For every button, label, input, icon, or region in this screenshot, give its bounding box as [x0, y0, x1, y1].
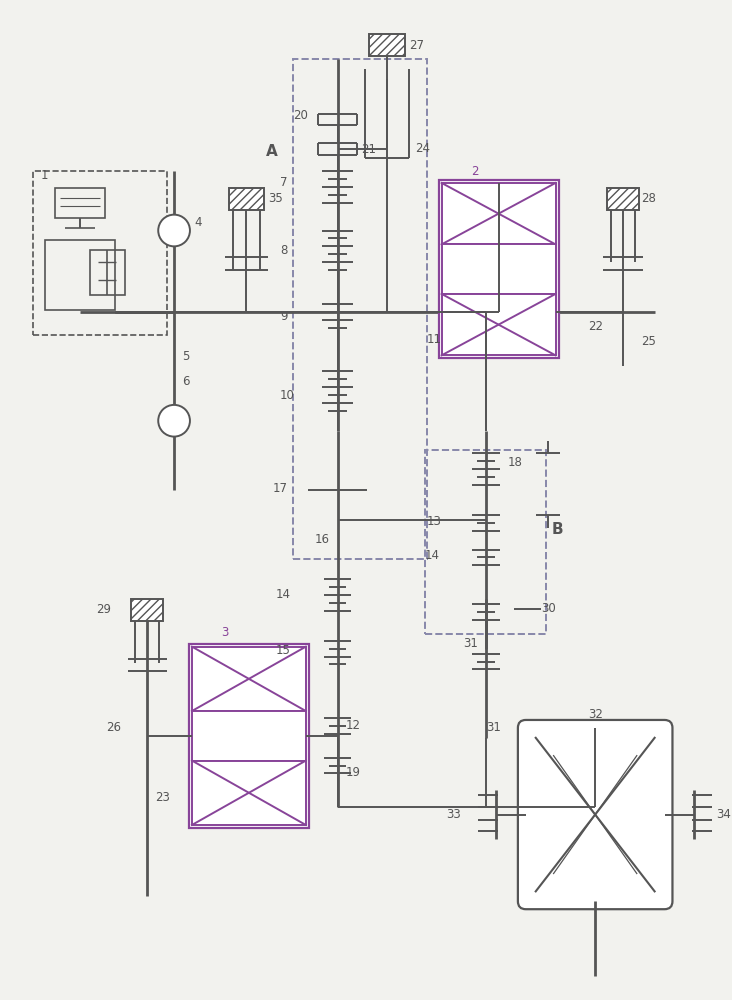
Bar	[438, 180, 559, 358]
Text: 15: 15	[276, 644, 291, 657]
Text: 14: 14	[425, 549, 440, 562]
Bar	[369, 34, 405, 56]
Bar	[607, 188, 639, 210]
Bar	[425, 450, 545, 634]
Bar	[441, 183, 556, 244]
Text: 30: 30	[541, 602, 556, 615]
Text: 9: 9	[280, 310, 288, 323]
Text: 6: 6	[182, 375, 190, 388]
Text: A: A	[266, 144, 278, 159]
Text: 23: 23	[155, 791, 170, 804]
Text: 11: 11	[427, 333, 441, 346]
Bar	[192, 761, 306, 825]
Text: 19: 19	[346, 766, 360, 779]
Text: 4: 4	[194, 216, 201, 229]
Text: 12: 12	[346, 719, 360, 732]
Bar	[192, 647, 306, 711]
Text: 1: 1	[40, 169, 48, 182]
Text: 29: 29	[96, 603, 111, 616]
Circle shape	[158, 405, 190, 437]
Text: 22: 22	[589, 320, 603, 333]
Bar	[90, 250, 124, 295]
Bar	[192, 711, 306, 761]
Bar	[293, 59, 427, 559]
Text: B: B	[552, 522, 563, 537]
Text: 26: 26	[105, 721, 121, 734]
Text: 20: 20	[293, 109, 308, 122]
Bar	[45, 240, 115, 310]
Circle shape	[158, 215, 190, 246]
Bar	[441, 244, 556, 294]
Text: 25: 25	[640, 335, 656, 348]
Text: 31: 31	[463, 637, 478, 650]
Bar	[228, 188, 264, 210]
Text: 13: 13	[427, 515, 441, 528]
Text: 5: 5	[182, 350, 190, 363]
Bar	[34, 171, 167, 335]
Text: 32: 32	[588, 708, 602, 721]
Text: 2: 2	[471, 165, 479, 178]
Bar	[189, 644, 309, 828]
Bar	[441, 294, 556, 355]
FancyBboxPatch shape	[518, 720, 673, 909]
Bar	[132, 599, 163, 621]
Text: 16: 16	[315, 533, 329, 546]
Text: 18: 18	[508, 456, 523, 469]
Text: 14: 14	[276, 588, 291, 601]
Text: 3: 3	[222, 626, 229, 639]
Text: 33: 33	[447, 808, 461, 821]
Text: 21: 21	[362, 143, 376, 156]
Text: 35: 35	[268, 192, 283, 205]
Text: 7: 7	[280, 176, 288, 189]
Text: 27: 27	[409, 39, 424, 52]
Text: 28: 28	[640, 192, 656, 205]
Bar	[55, 188, 105, 218]
Text: 10: 10	[280, 389, 295, 402]
Text: 34: 34	[716, 808, 731, 821]
Text: 17: 17	[273, 482, 288, 495]
Text: 31: 31	[486, 721, 501, 734]
Text: 8: 8	[280, 244, 288, 257]
Text: 24: 24	[415, 142, 430, 155]
